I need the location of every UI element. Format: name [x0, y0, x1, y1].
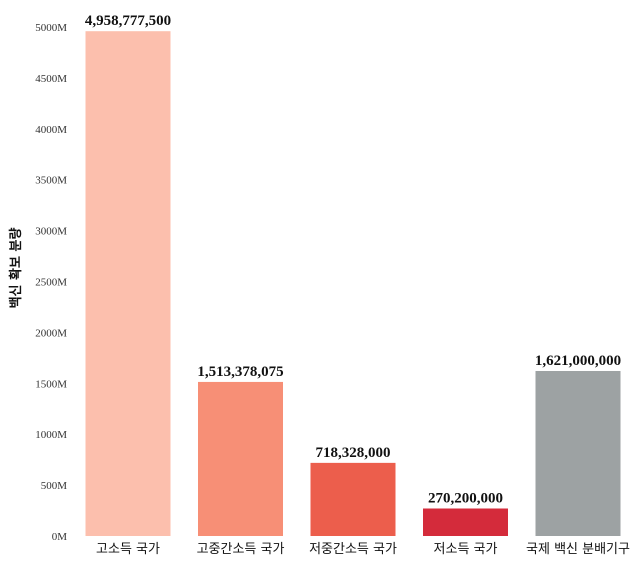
data-labels: 4,958,777,500 1,513,378,075 718,328,000 270…	[85, 13, 621, 506]
y-tick-label: 2500M	[35, 277, 67, 289]
data-label: 4,958,777,500	[85, 13, 171, 29]
data-label: 1,513,378,075	[197, 364, 283, 380]
bar	[423, 508, 508, 536]
bars	[85, 31, 621, 537]
y-axis-ticks: 0M 500M 1000M 1500M 2000M 2500M 3000M 3500M 4000…	[35, 22, 67, 543]
x-tick-label: 저소득 국가	[434, 542, 498, 557]
y-tick-label: 1500M	[35, 378, 67, 390]
x-tick-label: 고소득 국가	[96, 542, 160, 557]
y-tick-label: 3500M	[35, 175, 67, 187]
y-tick-label: 1000M	[35, 429, 67, 441]
y-tick-label: 4000M	[35, 124, 67, 136]
data-label: 270,200,000	[428, 490, 503, 506]
y-tick-label: 2000M	[35, 327, 67, 339]
y-tick-label: 0M	[52, 531, 68, 543]
x-tick-label: 저중간소득 국가	[309, 542, 397, 557]
x-tick-label: 고중간소득 국가	[197, 542, 285, 557]
bar	[535, 370, 621, 536]
x-tick-label: 국제 백신 분배기구	[526, 542, 630, 557]
bar	[310, 462, 396, 536]
y-tick-label: 4500M	[35, 73, 67, 85]
y-tick-label: 5000M	[35, 22, 67, 34]
y-axis-title: 백신 확보 분량	[8, 228, 24, 309]
bar	[85, 31, 171, 537]
data-label: 1,621,000,000	[535, 353, 621, 369]
data-label: 718,328,000	[316, 445, 391, 461]
bar	[198, 381, 283, 536]
y-tick-label: 3000M	[35, 226, 67, 238]
x-axis-ticks: 고소득 국가 고중간소득 국가 저중간소득 국가 저소득 국가 국제 백신 분배기구	[96, 542, 630, 557]
y-tick-label: 500M	[41, 480, 68, 492]
